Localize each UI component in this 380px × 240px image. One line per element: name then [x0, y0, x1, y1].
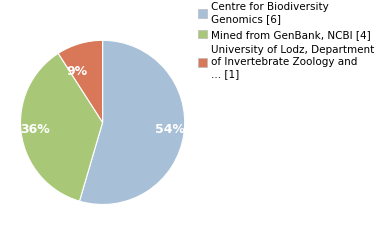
Text: 9%: 9% [66, 65, 87, 78]
Legend: Centre for Biodiversity
Genomics [6], Mined from GenBank, NCBI [4], University o: Centre for Biodiversity Genomics [6], Mi… [198, 2, 374, 79]
Text: 36%: 36% [20, 124, 50, 137]
Text: 54%: 54% [155, 124, 185, 137]
Wedge shape [21, 53, 103, 201]
Wedge shape [58, 40, 103, 122]
Wedge shape [79, 40, 185, 204]
